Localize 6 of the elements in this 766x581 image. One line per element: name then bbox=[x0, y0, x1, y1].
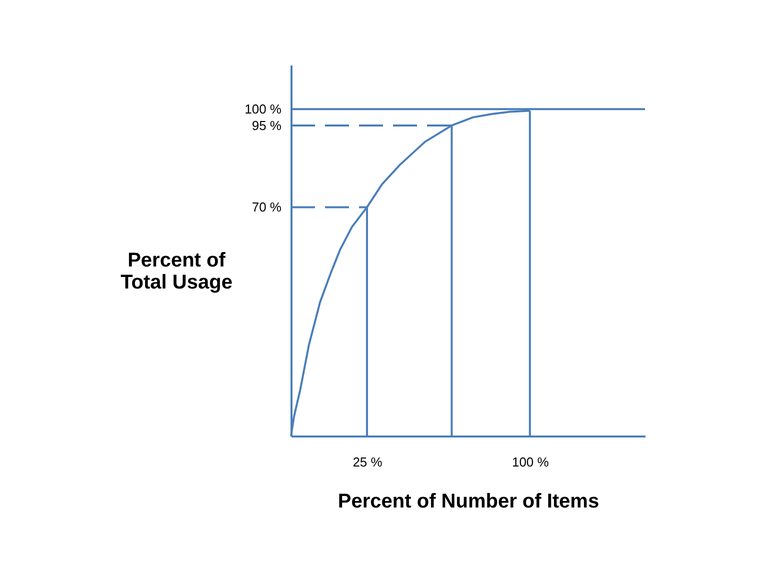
x-axis-title: Percent of Number of Items bbox=[338, 490, 600, 512]
y-tick-label: 95 % bbox=[252, 118, 282, 133]
y-axis-title: Percent of Total Usage bbox=[120, 250, 232, 294]
y-tick-label: 70 % bbox=[252, 200, 282, 215]
x-tick-label: 25 % bbox=[352, 454, 383, 470]
y-tick-label: 100 % bbox=[244, 102, 282, 117]
